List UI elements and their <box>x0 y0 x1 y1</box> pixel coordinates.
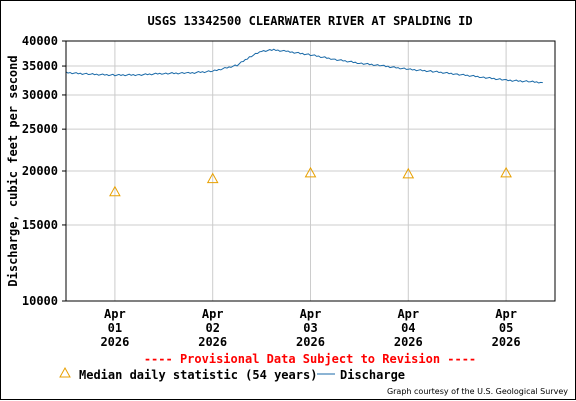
x-tick-label: Apr <box>300 307 322 321</box>
y-tick-label: 10000 <box>22 294 58 308</box>
x-tick-label: 2026 <box>100 335 129 349</box>
x-tick-label: 2026 <box>492 335 521 349</box>
x-tick-label: 04 <box>401 321 415 335</box>
series-layer <box>65 48 543 197</box>
y-tick-label: 15000 <box>22 218 58 232</box>
x-tick-label: 2026 <box>198 335 227 349</box>
y-tick-label: 25000 <box>22 122 58 136</box>
legend-discharge-label: Discharge <box>340 368 405 382</box>
y-tick-labels: 10000 15000 20000 25000 30000 35000 40000 <box>22 34 66 308</box>
x-tick-labels: Apr012026Apr022026Apr032026Apr042026Apr0… <box>100 307 520 349</box>
y-tick-label: 40000 <box>22 34 58 48</box>
credit-text: Graph courtesy of the U.S. Geological Su… <box>387 387 568 396</box>
x-tick-label: 2026 <box>394 335 423 349</box>
x-tick-label: Apr <box>397 307 419 321</box>
median-triangle-marker <box>206 172 219 184</box>
y-tick-label: 35000 <box>22 59 58 73</box>
chart-title: USGS 13342500 CLEARWATER RIVER AT SPALDI… <box>147 14 472 28</box>
x-tick-label: 01 <box>108 321 122 335</box>
grid-lines <box>66 40 555 302</box>
y-axis-label: Discharge, cubic feet per second <box>6 55 20 286</box>
x-tick-label: 05 <box>499 321 513 335</box>
median-triangle-marker <box>109 185 121 197</box>
x-tick-label: Apr <box>495 307 517 321</box>
legend-median-triangle-icon <box>59 366 71 378</box>
x-tick-label: 2026 <box>296 335 325 349</box>
median-triangle-marker <box>304 166 317 178</box>
discharge-line <box>65 48 543 84</box>
median-triangle-marker <box>402 167 415 179</box>
x-tick-label: Apr <box>104 307 126 321</box>
provisional-notice: ---- Provisional Data Subject to Revisio… <box>144 352 476 366</box>
x-tick-label: Apr <box>202 307 224 321</box>
legend-median-label: Median daily statistic (54 years) <box>79 368 317 382</box>
y-tick-label: 30000 <box>22 88 58 102</box>
y-tick-label: 20000 <box>22 164 58 178</box>
x-tick-label: 03 <box>303 321 317 335</box>
median-triangle-marker <box>500 166 512 178</box>
plot-area-border <box>65 40 556 302</box>
legend: Median daily statistic (54 years) Discha… <box>59 366 405 382</box>
x-tick-label: 02 <box>205 321 219 335</box>
